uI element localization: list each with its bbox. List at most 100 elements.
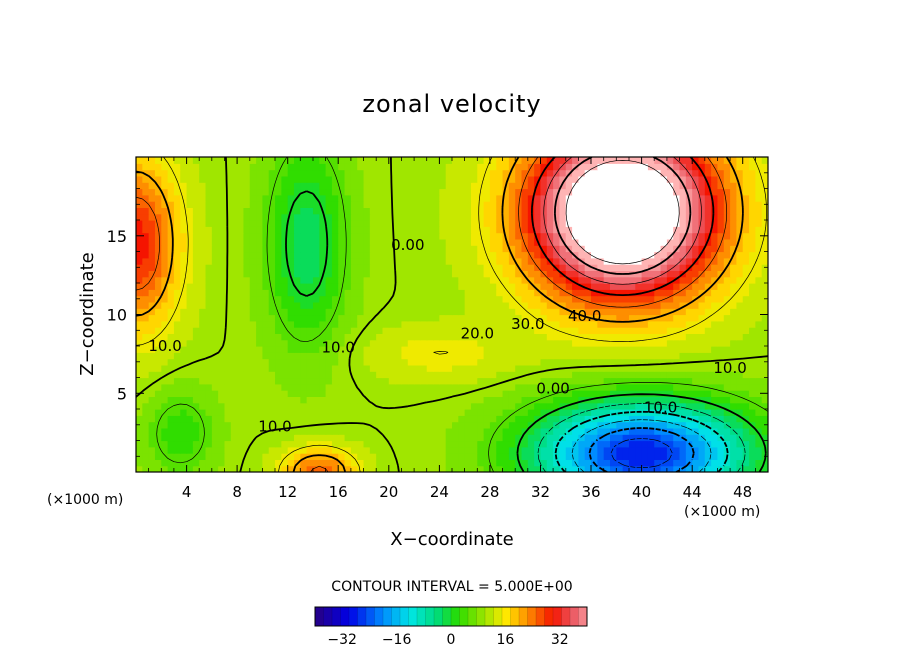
field-cell bbox=[515, 364, 523, 372]
field-cell bbox=[154, 459, 162, 467]
field-cell bbox=[730, 276, 737, 284]
field-cell bbox=[395, 339, 403, 347]
field-cell bbox=[180, 409, 188, 416]
field-cell bbox=[711, 383, 719, 391]
field-cell bbox=[414, 169, 421, 177]
field-cell bbox=[180, 207, 188, 215]
field-cell bbox=[294, 283, 301, 290]
field-cell bbox=[205, 238, 213, 246]
field-cell bbox=[357, 295, 365, 303]
field-cell bbox=[275, 213, 282, 221]
field-cell bbox=[319, 245, 327, 253]
field-cell bbox=[211, 283, 219, 290]
field-cell bbox=[237, 383, 245, 391]
field-cell bbox=[249, 232, 257, 240]
field-cell bbox=[692, 421, 700, 429]
field-cell bbox=[610, 314, 617, 322]
field-cell bbox=[452, 220, 459, 227]
field-cell bbox=[496, 251, 504, 259]
field-cell bbox=[407, 295, 415, 303]
field-cell bbox=[527, 301, 535, 309]
field-cell bbox=[433, 327, 440, 334]
field-cell bbox=[647, 226, 655, 234]
field-cell bbox=[591, 276, 598, 284]
field-cell bbox=[230, 364, 238, 372]
field-cell bbox=[426, 415, 434, 423]
field-cell bbox=[489, 346, 497, 353]
field-cell bbox=[508, 264, 516, 271]
field-cell bbox=[287, 163, 295, 171]
field-cell bbox=[331, 163, 339, 171]
field-cell bbox=[256, 182, 263, 190]
field-cell bbox=[249, 402, 257, 410]
field-cell bbox=[515, 421, 523, 429]
field-cell bbox=[723, 383, 731, 391]
field-cell bbox=[742, 358, 750, 366]
field-cell bbox=[749, 402, 756, 410]
field-cell bbox=[426, 283, 434, 290]
field-cell bbox=[496, 459, 504, 467]
field-cell bbox=[344, 182, 352, 190]
field-cell bbox=[723, 390, 731, 397]
field-cell bbox=[338, 226, 346, 234]
field-cell bbox=[698, 377, 706, 385]
field-cell bbox=[603, 320, 611, 328]
field-cell bbox=[243, 339, 251, 347]
field-cell bbox=[306, 301, 314, 309]
field-cell bbox=[344, 459, 352, 467]
field-cell bbox=[350, 276, 358, 284]
field-cell bbox=[192, 220, 200, 227]
field-cell bbox=[692, 415, 700, 423]
field-cell bbox=[142, 421, 150, 429]
field-cell bbox=[180, 220, 188, 227]
field-cell bbox=[470, 194, 478, 202]
field-cell bbox=[344, 238, 352, 246]
field-cell bbox=[666, 264, 674, 271]
field-cell bbox=[496, 226, 504, 234]
field-cell bbox=[470, 465, 478, 472]
field-cell bbox=[628, 207, 636, 215]
field-cell bbox=[357, 427, 365, 435]
field-cell bbox=[591, 226, 598, 234]
field-cell bbox=[237, 427, 245, 435]
field-cell bbox=[382, 371, 390, 379]
field-cell bbox=[256, 207, 263, 215]
field-cell bbox=[761, 257, 768, 265]
field-cell bbox=[148, 440, 156, 448]
field-cell bbox=[382, 427, 390, 435]
field-cell bbox=[237, 283, 245, 290]
field-cell bbox=[281, 295, 289, 303]
field-cell bbox=[673, 327, 681, 334]
field-cell bbox=[749, 232, 756, 240]
field-cell bbox=[502, 257, 510, 265]
field-cell bbox=[673, 427, 681, 435]
field-cell bbox=[395, 358, 403, 366]
field-cell bbox=[572, 251, 579, 259]
field-cell bbox=[711, 245, 719, 253]
field-cell bbox=[572, 383, 579, 391]
field-cell bbox=[553, 232, 561, 240]
field-cell bbox=[148, 257, 156, 265]
field-cell bbox=[685, 226, 693, 234]
field-cell bbox=[230, 264, 238, 271]
field-cell bbox=[711, 421, 719, 429]
field-cell bbox=[666, 364, 674, 372]
field-cell bbox=[300, 415, 308, 423]
field-cell bbox=[344, 169, 352, 177]
field-cell bbox=[275, 434, 282, 442]
field-cell bbox=[186, 251, 194, 259]
field-cell bbox=[205, 308, 213, 316]
field-cell bbox=[224, 415, 232, 423]
field-cell bbox=[755, 207, 763, 215]
field-cell bbox=[761, 175, 768, 183]
field-cell bbox=[647, 364, 655, 372]
field-cell bbox=[357, 465, 365, 472]
field-cell bbox=[148, 194, 156, 202]
field-cell bbox=[622, 182, 630, 190]
field-cell bbox=[344, 352, 352, 360]
field-cell bbox=[218, 396, 226, 404]
field-cell bbox=[711, 232, 719, 240]
field-cell bbox=[433, 245, 440, 253]
field-cell bbox=[679, 320, 687, 328]
field-cell bbox=[211, 308, 219, 316]
